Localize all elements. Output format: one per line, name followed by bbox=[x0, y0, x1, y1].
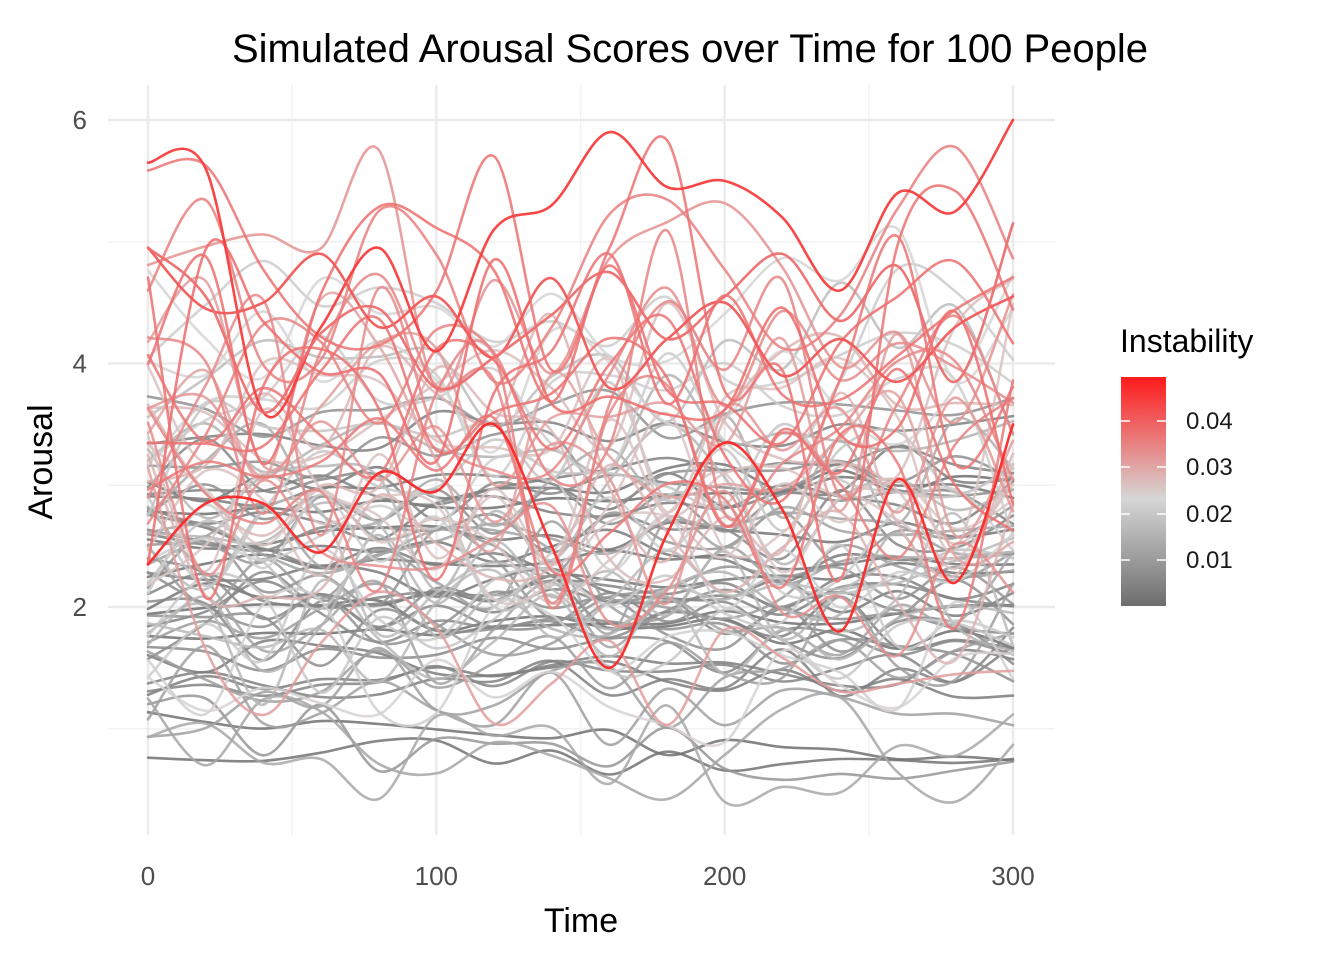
y-tick-label: 6 bbox=[73, 105, 87, 135]
series-line bbox=[146, 392, 1015, 606]
color-legend: Instability 0.04 0.03 0.02 0.01 bbox=[1120, 323, 1253, 606]
x-axis-title: Time bbox=[544, 902, 618, 940]
series-line bbox=[146, 222, 1015, 414]
series-lines bbox=[146, 118, 1015, 807]
series-line bbox=[146, 566, 1015, 694]
series-line bbox=[146, 632, 1015, 739]
series-line bbox=[146, 536, 1015, 684]
x-tick-label: 200 bbox=[703, 861, 746, 891]
series-line bbox=[146, 466, 1015, 727]
legend-title: Instability bbox=[1120, 323, 1253, 359]
series-line bbox=[146, 648, 1015, 748]
series-line bbox=[146, 526, 1015, 621]
y-axis-title: Arousal bbox=[22, 404, 60, 519]
legend-label: 0.03 bbox=[1186, 454, 1233, 481]
legend-label: 0.04 bbox=[1186, 408, 1233, 435]
series-line bbox=[146, 246, 1015, 391]
y-tick-label: 2 bbox=[73, 592, 87, 622]
series-line bbox=[146, 145, 1015, 424]
x-tick-label: 0 bbox=[141, 861, 155, 891]
series-line bbox=[146, 443, 1015, 605]
legend-label: 0.01 bbox=[1186, 547, 1233, 574]
series-line bbox=[146, 135, 1015, 583]
x-tick-label: 100 bbox=[415, 861, 458, 891]
legend-label: 0.02 bbox=[1186, 501, 1233, 528]
series-line bbox=[146, 543, 1015, 679]
series-line bbox=[146, 272, 1015, 605]
chart-title: Simulated Arousal Scores over Time for 1… bbox=[232, 27, 1148, 71]
series-line bbox=[146, 315, 1015, 533]
series-line bbox=[146, 501, 1015, 641]
y-tick-label: 4 bbox=[73, 349, 87, 379]
series-line bbox=[146, 273, 1015, 454]
series-line bbox=[146, 483, 1015, 535]
series-line bbox=[146, 694, 1015, 782]
x-axis-ticks: 0 100 200 300 bbox=[141, 861, 1035, 891]
x-tick-label: 300 bbox=[991, 861, 1034, 891]
series-line bbox=[146, 626, 1015, 698]
series-line bbox=[146, 587, 1015, 728]
series-line bbox=[146, 453, 1015, 610]
series-line bbox=[146, 644, 1015, 699]
legend-ticks bbox=[1121, 420, 1166, 561]
series-line bbox=[146, 229, 1015, 560]
series-line bbox=[146, 520, 1015, 623]
legend-colorbar bbox=[1121, 377, 1166, 606]
series-line bbox=[146, 453, 1015, 665]
grid bbox=[108, 85, 1055, 835]
series-line bbox=[146, 238, 1015, 565]
series-line bbox=[146, 422, 1015, 670]
series-line bbox=[146, 302, 1015, 553]
series-line bbox=[146, 491, 1015, 612]
series-line bbox=[146, 275, 1015, 610]
series-line bbox=[146, 692, 1015, 804]
series-line bbox=[146, 118, 1015, 419]
series-line bbox=[146, 421, 1015, 658]
y-axis-ticks: 2 4 6 bbox=[73, 105, 87, 622]
series-line bbox=[146, 704, 1015, 807]
series-line bbox=[146, 144, 1015, 385]
series-line bbox=[146, 644, 1015, 747]
series-line bbox=[146, 486, 1015, 602]
series-line bbox=[146, 233, 1015, 505]
series-line bbox=[146, 225, 1015, 385]
series-line bbox=[146, 497, 1015, 647]
